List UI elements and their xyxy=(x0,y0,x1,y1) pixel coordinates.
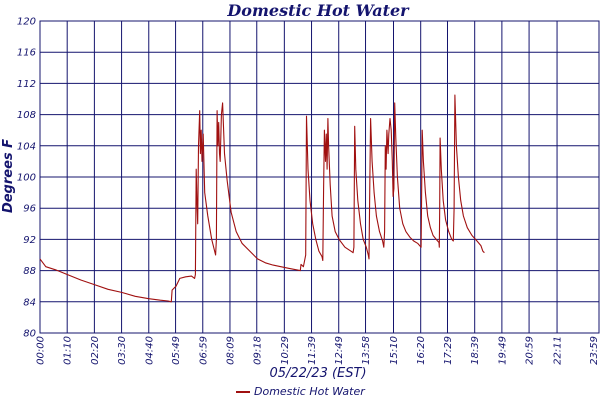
x-tick-label: 13:58 xyxy=(361,336,372,365)
x-tick-label: 01:10 xyxy=(63,336,74,365)
y-tick-label: 120 xyxy=(17,17,36,28)
x-tick-label: 03:30 xyxy=(117,336,128,365)
x-axis-label: 05/22/23 (EST) xyxy=(269,366,366,381)
legend: Domestic Hot Water xyxy=(236,385,366,398)
x-tick-label: 12:49 xyxy=(334,336,345,365)
x-tick-labels: 00:00 01:10 02:20 03:30 04:40 05:49 06:59 08:09… xyxy=(36,336,600,365)
x-tick-label: 05:49 xyxy=(171,336,182,365)
x-tick-label: 10:29 xyxy=(280,336,291,365)
x-tick-label: 18:39 xyxy=(470,336,481,365)
x-tick-label: 22:11 xyxy=(553,336,564,365)
x-tick-label: 11:39 xyxy=(307,336,318,365)
x-tick-label: 17:29 xyxy=(443,336,454,365)
y-tick-label: 84 xyxy=(23,297,36,308)
series-layer xyxy=(39,94,485,303)
y-tick-label: 112 xyxy=(17,79,36,90)
y-tick-label: 104 xyxy=(17,141,36,152)
x-tick-label: 04:40 xyxy=(144,336,155,365)
y-tick-labels: 80 84 88 92 96 100 104 108 112 116 120 xyxy=(17,17,36,340)
legend-label: Domestic Hot Water xyxy=(254,385,366,398)
y-tick-label: 92 xyxy=(23,235,36,246)
x-tick-label: 00:00 xyxy=(36,336,47,365)
y-axis-label: Degrees F xyxy=(1,139,16,213)
y-tick-label: 100 xyxy=(17,173,36,184)
y-tick-label: 96 xyxy=(23,204,36,215)
chart-title: Domestic Hot Water xyxy=(226,1,410,20)
y-tick-label: 88 xyxy=(23,266,36,277)
y-tick-label: 80 xyxy=(23,329,36,340)
x-tick-label: 09:18 xyxy=(252,336,263,365)
x-tick-label: 08:09 xyxy=(225,336,236,365)
x-tick-label: 15:10 xyxy=(389,336,400,365)
plot-frame xyxy=(39,20,600,334)
x-tick-label: 23:59 xyxy=(589,336,600,365)
x-tick-label: 06:59 xyxy=(198,336,209,365)
x-tick-label: 20:59 xyxy=(525,336,536,365)
series-line-0 xyxy=(39,94,485,303)
y-tick-label: 108 xyxy=(17,110,36,121)
y-tick-label: 116 xyxy=(17,48,36,59)
x-tick-label: 19:49 xyxy=(497,336,508,365)
x-tick-label: 02:20 xyxy=(90,336,101,365)
x-tick-label: 16:20 xyxy=(416,336,427,365)
